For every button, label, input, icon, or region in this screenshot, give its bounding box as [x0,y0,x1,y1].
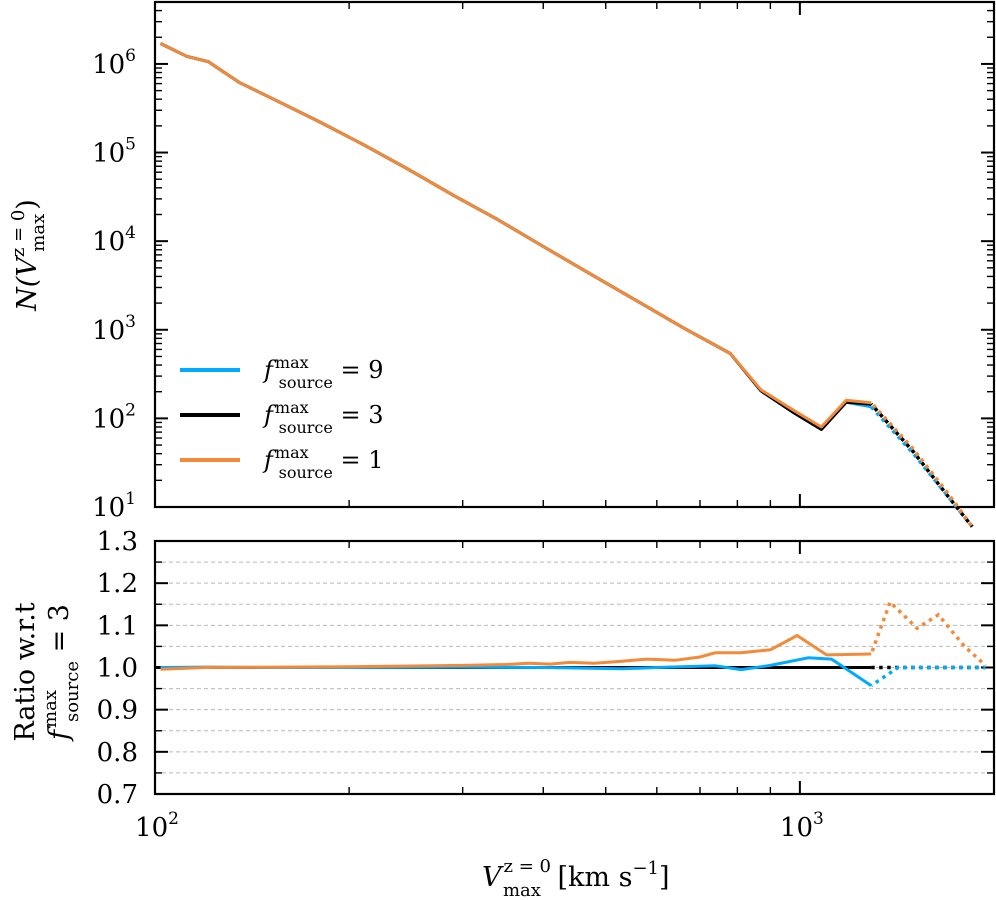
bottom-y-tick-label: 0.7 [97,780,138,810]
bottom-y-tick-label: 1.2 [97,569,138,599]
ratio-label-line2: fmaxsource = 3 [40,604,83,742]
bottom-axis-ticks: 0.7 0.8 0.9 1.0 1.1 1.2 1.3 102 103 [97,527,994,843]
top-panel: 101 102 103 104 105 106 N(Vz = 0max) f max sour… [8,0,996,528]
bottom-x-tick-label: 103 [780,809,824,843]
top-series-dotted-1 [869,402,974,528]
legend-label-3: f max source = 3 [262,398,384,437]
bottom-y-tick-label: 1.3 [97,527,138,557]
top-y-tick-label: 102 [92,400,136,434]
top-series-line-2 [159,42,872,429]
top-ylabel-end: ) [12,199,43,210]
top-y-tick-label: 104 [92,223,136,257]
legend-label-9: f max source = 9 [262,353,384,392]
bottom-series-dotted-1 [870,665,986,688]
svg-text:N(Vz = 0max): N(Vz = 0max) [8,199,49,312]
top-axis-ticks: 101 102 103 104 105 106 [92,1,994,523]
bottom-x-tick-label: 102 [135,809,179,843]
top-series-group [159,42,974,528]
top-y-axis-label: N(Vz = 0max) [8,199,49,312]
ratio-label-line1: Ratio w.r.t [10,602,41,741]
bottom-panel: 0.7 0.8 0.9 1.0 1.1 1.2 1.3 102 103 Ratio w.r.t … [10,527,996,900]
bottom-y-tick-label: 1.1 [97,611,138,641]
bottom-series-dotted-2 [869,598,987,667]
bottom-series-line-1 [160,656,873,687]
top-series-dotted-2 [869,401,974,528]
bottom-y-tick-label: 0.8 [97,738,138,768]
top-y-tick-label: 106 [92,46,136,80]
top-ylabel-main: N(V [12,255,43,312]
top-ylabel-sub: max [28,214,49,252]
top-y-tick-label: 103 [92,312,136,346]
bottom-y-tick-label: 0.9 [97,696,138,726]
legend-label-1: f max source = 1 [262,443,384,482]
bottom-y-tick-label: 1.0 [97,654,138,684]
top-y-tick-label: 105 [92,135,136,169]
bottom-y-axis-label: Ratio w.r.t fmaxsource = 3 [10,602,83,742]
bottom-series-group [155,598,987,688]
legend: f max source = 9 f max source = 3 f max source… [180,353,384,482]
top-ylabel-sup: z = 0 [8,210,29,257]
bottom-series-line-2 [160,634,872,671]
top-y-tick-label: 101 [92,489,136,523]
